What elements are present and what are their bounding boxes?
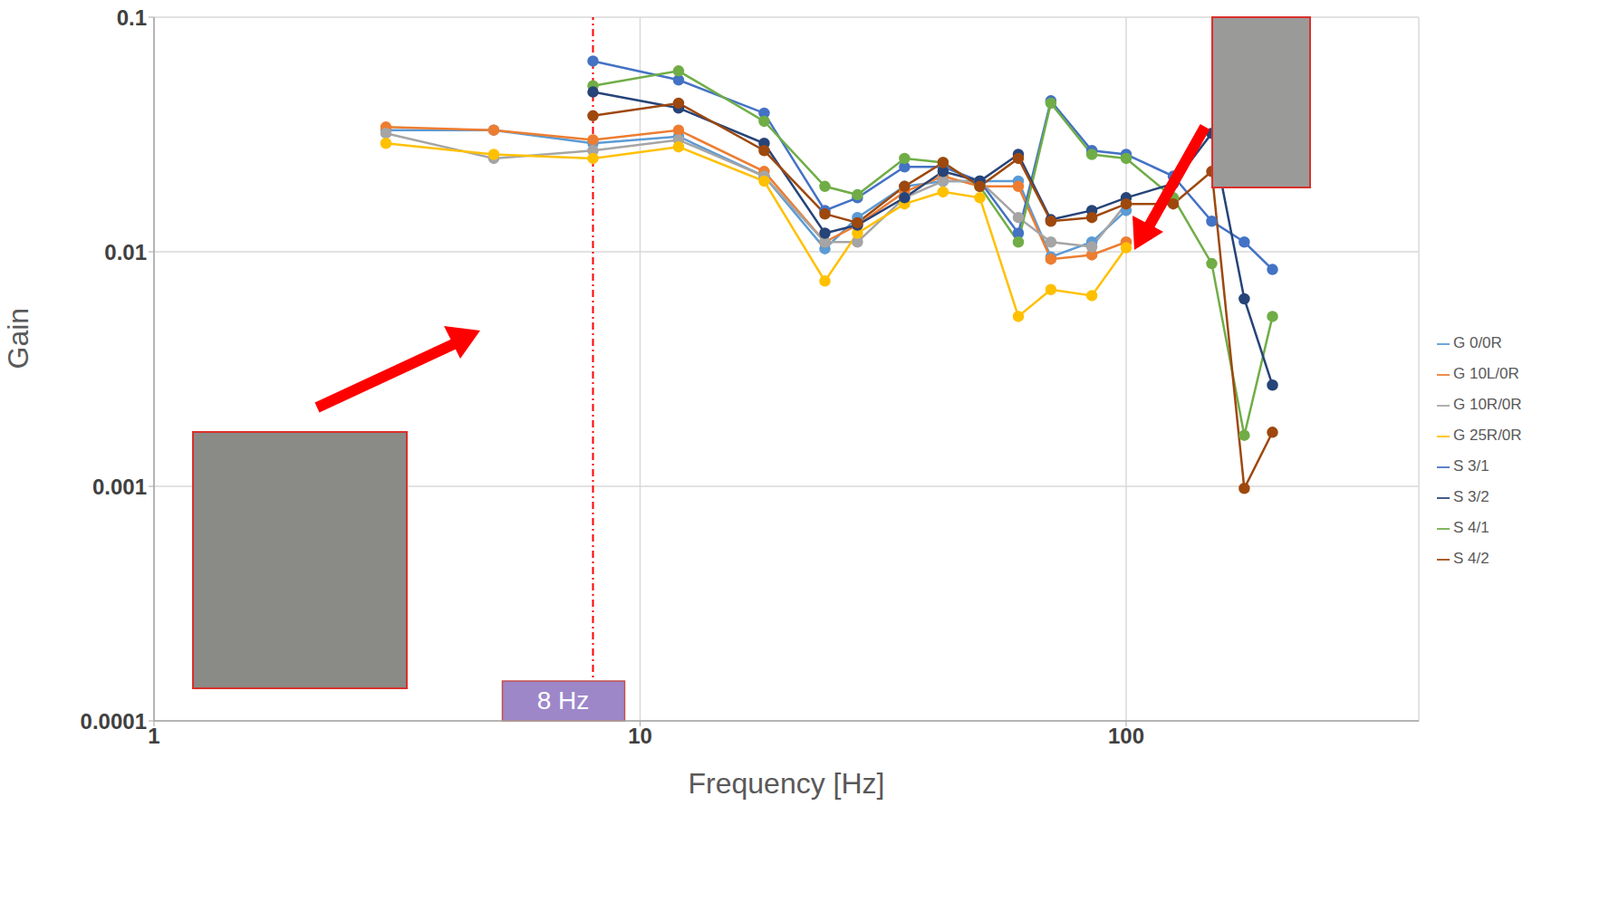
svg-text:8 Hz: 8 Hz — [537, 686, 590, 715]
svg-text:100: 100 — [1108, 723, 1145, 749]
html-text:G 10R/0R: G 10R/0R — [1453, 395, 1522, 414]
html-text:G 0/0R: G 0/0R — [1453, 334, 1503, 352]
svg-text:Frequency [Hz]: Frequency [Hz] — [688, 767, 886, 800]
svg-text:0.0001: 0.0001 — [80, 709, 147, 734]
html-text:S 4/1: S 4/1 — [1453, 519, 1490, 537]
svg-text:1: 1 — [147, 723, 160, 749]
svg-text:0.001: 0.001 — [92, 474, 147, 500]
html-text:S 3/1: S 3/1 — [1453, 457, 1490, 475]
svg-text:Gain: Gain — [1, 308, 35, 370]
html-text:G 25R/0R: G 25R/0R — [1453, 426, 1522, 444]
html-text:S 3/2: S 3/2 — [1453, 488, 1490, 506]
html-text:G 10L/0R: G 10L/0R — [1453, 365, 1520, 383]
svg-text:0.1: 0.1 — [116, 5, 147, 30]
svg-text:10: 10 — [627, 723, 653, 749]
svg-text:0.01: 0.01 — [104, 240, 147, 265]
html-text:S 4/2: S 4/2 — [1453, 549, 1490, 568]
